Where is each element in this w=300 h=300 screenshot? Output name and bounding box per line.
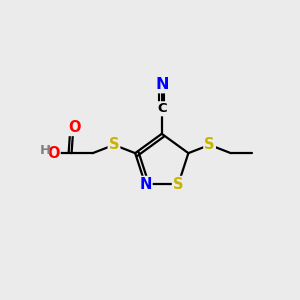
Text: S: S: [109, 137, 119, 152]
Text: N: N: [155, 77, 169, 92]
Text: C: C: [157, 102, 166, 115]
Text: H: H: [40, 144, 51, 157]
Text: S: S: [173, 177, 184, 192]
Text: S: S: [204, 137, 215, 152]
Text: O: O: [68, 120, 81, 135]
Text: N: N: [139, 177, 152, 192]
Text: O: O: [47, 146, 60, 160]
